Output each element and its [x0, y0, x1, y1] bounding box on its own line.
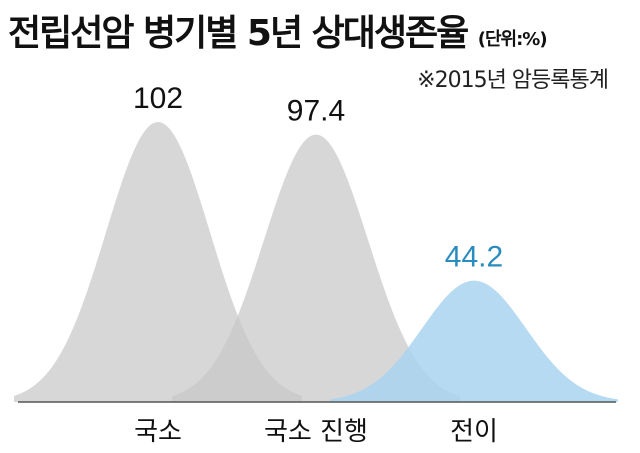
area-local	[14, 122, 302, 402]
data-label-locally-advanced: 97.4	[287, 95, 345, 128]
chart-title-text: 전립선암 병기별 5년 상대생존율	[8, 13, 469, 54]
unit-label: (단위:%)	[477, 29, 548, 50]
source-note: ※2015년 암등록통계	[417, 68, 609, 93]
data-label-local: 102	[133, 82, 183, 115]
category-label-metastatic: 전이	[450, 417, 498, 447]
category-label-locally-advanced: 국소 진행	[264, 417, 368, 447]
category-label-local: 국소	[134, 417, 182, 447]
chart-title: 전립선암 병기별 5년 상대생존율 (단위:%)	[8, 4, 548, 56]
area-locally-advanced	[172, 134, 460, 402]
area-metastatic	[330, 280, 618, 402]
data-label-metastatic: 44.2	[445, 241, 503, 274]
